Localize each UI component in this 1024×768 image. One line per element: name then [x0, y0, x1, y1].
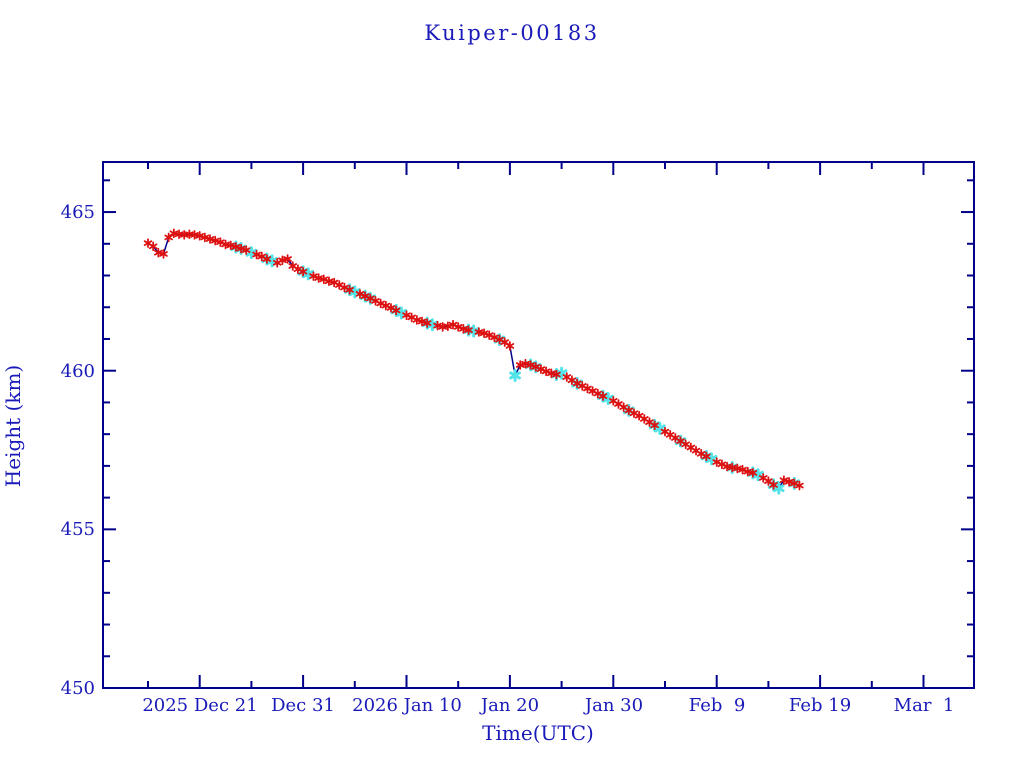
x-tick-jan10: 2026 Jan 10 — [352, 695, 462, 716]
y-tick-460: 460 — [61, 361, 95, 382]
x-tick-dec31: Dec 31 — [271, 695, 335, 716]
chart-title: Kuiper-00183 — [424, 21, 599, 45]
x-tick-feb9: Feb 9 — [689, 695, 746, 716]
x-tick-mar1: Mar 1 — [894, 695, 955, 716]
x-tick-labels: 2025 Dec 21 Dec 31 2026 Jan 10 Jan 20 Ja… — [142, 695, 954, 716]
x-tick-dec21: 2025 Dec 21 — [142, 695, 257, 716]
plot-frame — [102, 161, 975, 689]
x-tick-feb19: Feb 19 — [789, 695, 851, 716]
x-axis-label: Time(UTC) — [482, 721, 594, 745]
axis-ticks — [103, 162, 974, 688]
y-tick-labels: 465 460 455 450 — [61, 202, 95, 699]
y-axis-label: Height (km) — [1, 365, 25, 487]
height-data-series — [143, 228, 804, 495]
y-tick-465: 465 — [61, 202, 95, 223]
x-tick-jan30: Jan 30 — [583, 695, 643, 716]
x-tick-jan20: Jan 20 — [479, 695, 539, 716]
y-tick-450: 450 — [61, 678, 95, 699]
y-tick-455: 455 — [61, 519, 95, 540]
